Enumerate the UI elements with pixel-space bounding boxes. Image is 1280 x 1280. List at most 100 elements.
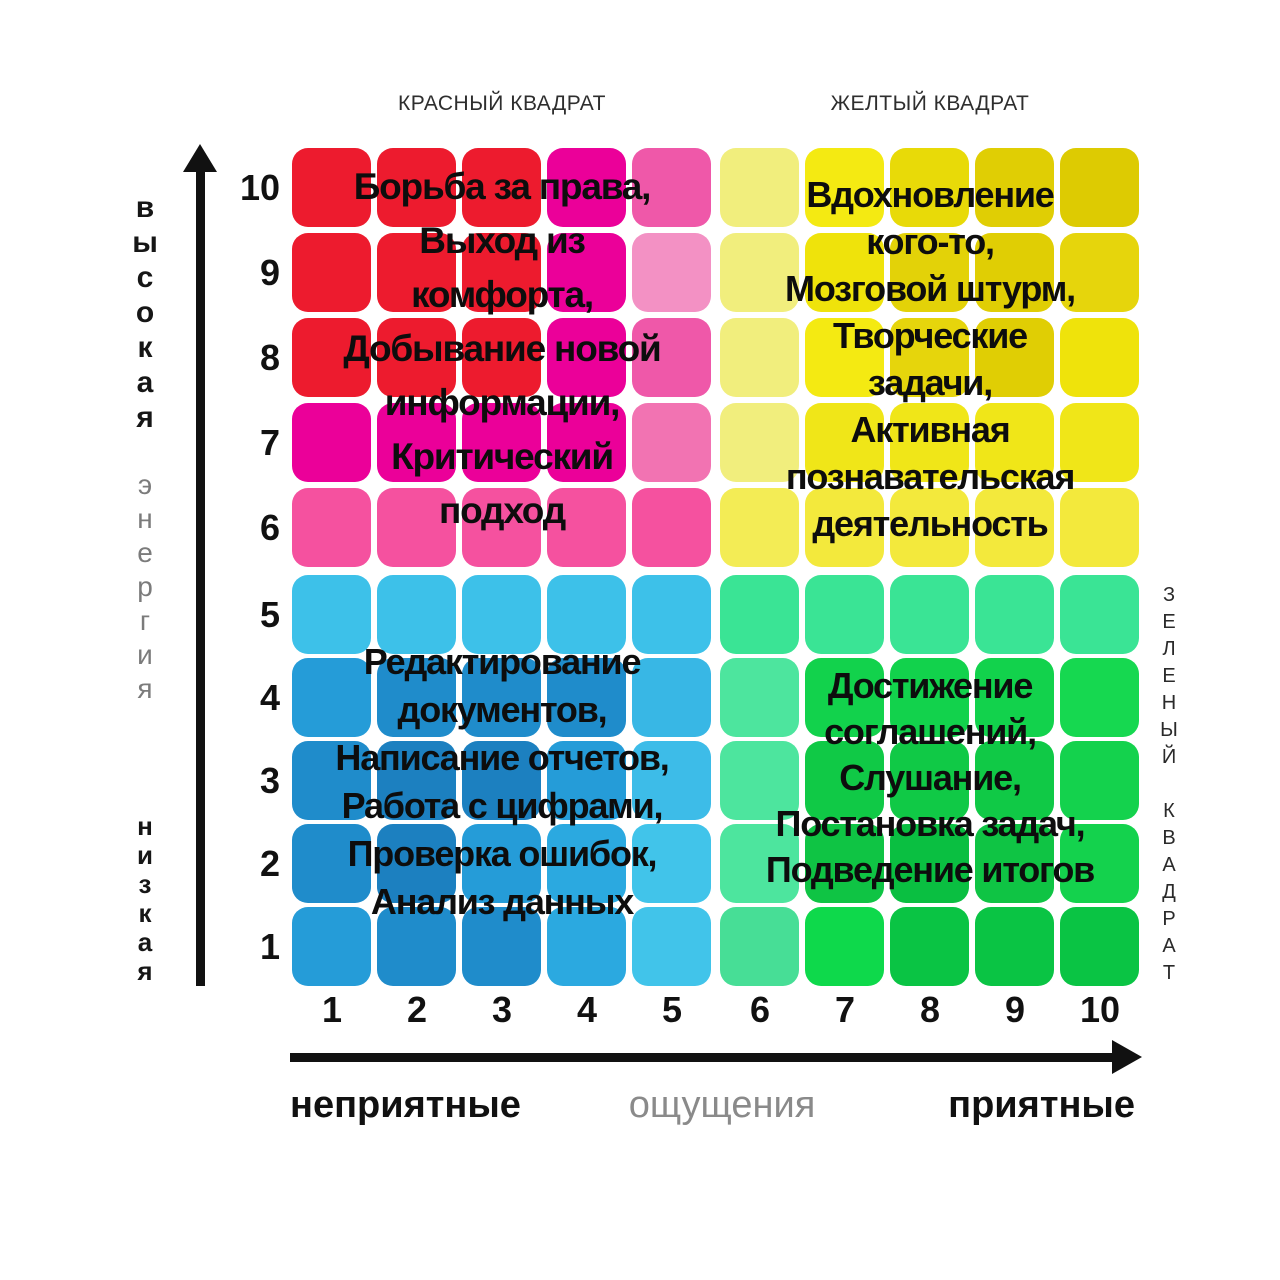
grid-cell-r3-c6 [720,741,799,820]
grid-cell-r9-c9 [975,233,1054,312]
grid-cell-r2-c7 [805,824,884,903]
grid-cell-r7-c7 [805,403,884,482]
yellow-text-line: кого-то, [866,221,995,262]
grid-cell-r6-c6 [720,488,799,567]
grid-cell-r9-c8 [890,233,969,312]
grid-cell-r3-c10 [1060,741,1139,820]
yellow-quadrant-text: Вдохновление кого-то, Мозговой штурм, Тв… [700,148,1160,547]
grid-cell-r7-c5 [632,403,711,482]
blue-text-line: Редактирование [363,641,642,682]
grid-cell-r3-c3 [462,741,541,820]
y-tick-5: 5 [259,594,280,635]
grid-cell-r2-c1 [292,824,371,903]
grid-cell-r8-c4 [547,318,626,397]
yellow-text-line: Вдохновление [806,174,1054,215]
grid-cell-r6-c4 [547,488,626,567]
grid-cell-r4-c4 [547,658,626,737]
x-axis-arrow-head-icon [1112,1040,1142,1074]
blue-text-line: Анализ данных [370,881,634,922]
grid-cell-r4-c7 [805,658,884,737]
grid-cell-r5-c7 [805,575,884,654]
grid-cell-r2-c9 [975,824,1054,903]
green-text-line: Достижение [827,665,1034,706]
grid-cell-r3-c1 [292,741,371,820]
grid-cell-r2-c2 [377,824,456,903]
green-quadrant-text: Достижение соглашений, Слушание, Постано… [700,575,1160,893]
grid-cell-r4-c9 [975,658,1054,737]
grid-cell-r1-c8 [890,907,969,986]
blue-text-line: Написание отчетов, [335,737,669,778]
x-axis-left-label: неприятные [290,1084,521,1126]
grid-cell-r9-c6 [720,233,799,312]
grid-cell-r10-c6 [720,148,799,227]
grid-cell-r10-c9 [975,148,1054,227]
grid-cell-r8-c10 [1060,318,1139,397]
grid-cell-r7-c10 [1060,403,1139,482]
grid-cell-r2-c10 [1060,824,1139,903]
grid-cell-r10-c5 [632,148,711,227]
green-text-line: соглашений, [824,711,1037,752]
grid-cell-r8-c3 [462,318,541,397]
grid-cell-r9-c7 [805,233,884,312]
grid-cell-r5-c9 [975,575,1054,654]
y-axis-arrow-head-icon [183,144,217,172]
grid-cell-r9-c3 [462,233,541,312]
grid-cell-r3-c7 [805,741,884,820]
grid-cell-r6-c7 [805,488,884,567]
x-tick-4: 4 [576,989,598,1030]
grid-cell-r8-c2 [377,318,456,397]
x-axis-title: ощущения [628,1084,816,1126]
grid-cell-r10-c7 [805,148,884,227]
blue-text-line: документов, [397,689,608,730]
grid-cell-r1-c2 [377,907,456,986]
grid-cell-r1-c7 [805,907,884,986]
grid-cell-r4-c6 [720,658,799,737]
y-tick-8: 8 [259,337,280,378]
grid-cell-r5-c4 [547,575,626,654]
y-tick-1: 1 [259,926,280,967]
grid-cell-r8-c1 [292,318,371,397]
grid-cell-r10-c4 [547,148,626,227]
x-tick-8: 8 [919,989,941,1030]
green-text-line: Подведение итогов [765,849,1095,890]
grid-cell-r6-c9 [975,488,1054,567]
grid-cell-r5-c1 [292,575,371,654]
red-text-line: Выход из [419,220,586,261]
x-tick-9: 9 [1004,989,1026,1030]
grid-cell-r7-c3 [462,403,541,482]
grid-cell-r3-c5 [632,741,711,820]
grid-cell-r2-c3 [462,824,541,903]
y-tick-6: 6 [259,507,280,548]
grid-cell-r7-c9 [975,403,1054,482]
grid-cell-r10-c10 [1060,148,1139,227]
grid-cell-r9-c4 [547,233,626,312]
yellow-quadrant-title: ЖЕЛТЫЙ КВАДРАТ [830,92,1030,115]
y-tick-7: 7 [259,422,280,463]
grid-cell-r5-c2 [377,575,456,654]
grid-cell-r10-c8 [890,148,969,227]
grid-cell-r1-c10 [1060,907,1139,986]
grid-cell-r1-c6 [720,907,799,986]
green-text-line: Слушание, [839,757,1022,798]
blue-quadrant-text: Редактирование документов, Написание отч… [272,575,732,926]
x-axis-arrow-line [290,1053,1112,1062]
grid-cell-r2-c4 [547,824,626,903]
grid-cell-r1-c3 [462,907,541,986]
grid-cell-r2-c8 [890,824,969,903]
yellow-text-line: задачи, [867,362,993,403]
grid-cell-r8-c6 [720,318,799,397]
red-text-line: Борьба за права, [353,166,652,207]
yellow-text-line: познавательская [785,456,1076,497]
red-text-line: комфорта, [411,274,594,315]
x-tick-3: 3 [491,989,513,1030]
y-tick-3: 3 [259,760,280,801]
grid-cell-r9-c10 [1060,233,1139,312]
red-text-line: Критический [391,436,614,477]
y-tick-4: 4 [259,677,280,718]
grid-cell-r6-c1 [292,488,371,567]
